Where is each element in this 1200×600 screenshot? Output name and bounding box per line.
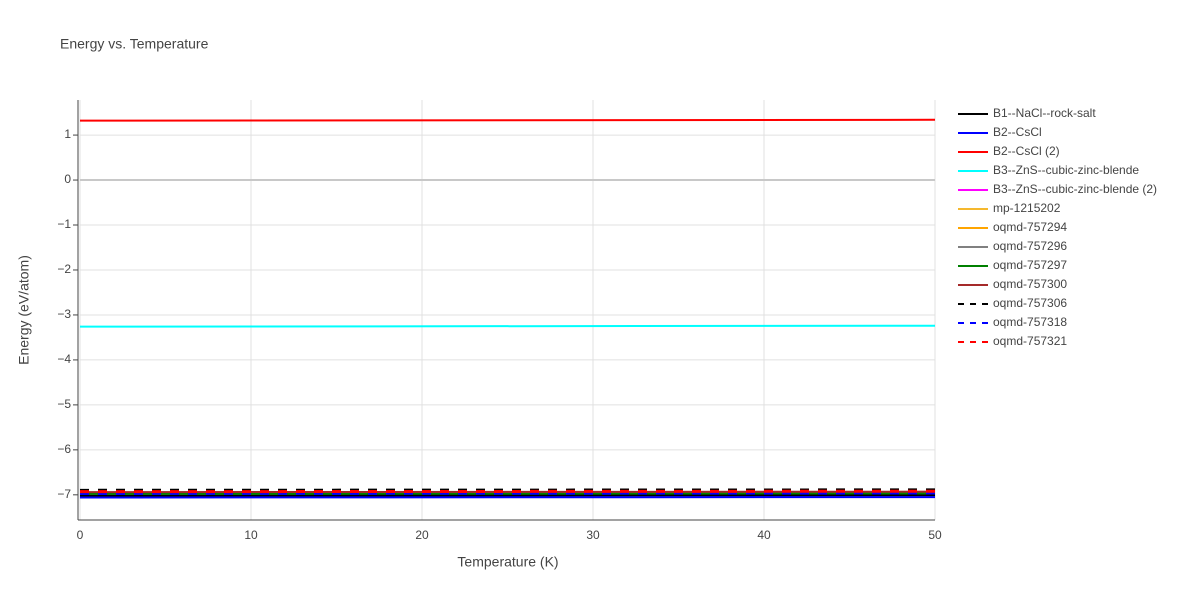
y-axis-title: Energy (eV/atom) (16, 255, 32, 365)
series-line (79, 324, 936, 328)
legend-label: oqmd-757297 (993, 258, 1067, 272)
legend-label: oqmd-757318 (993, 315, 1067, 329)
legend-label: B3--ZnS--cubic-zinc-blende (993, 163, 1139, 177)
x-tick-label: 20 (415, 528, 429, 542)
y-tick-label: −7 (57, 487, 71, 501)
plot-lines (79, 118, 936, 499)
legend-label: oqmd-757300 (993, 277, 1067, 291)
chart-title: Energy vs. Temperature (60, 36, 209, 52)
legend-label: oqmd-757294 (993, 220, 1067, 234)
x-tick-label: 10 (244, 528, 258, 542)
legend-label: mp-1215202 (993, 201, 1061, 215)
legend: B1--NaCl--rock-salt B2--CsCl B2--CsCl (2) B… (958, 106, 1157, 348)
legend-label: B3--ZnS--cubic-zinc-blende (2) (993, 182, 1157, 196)
legend-label: oqmd-757321 (993, 334, 1067, 348)
y-tick-label: −3 (57, 307, 71, 321)
y-tick-label: 1 (64, 127, 71, 141)
series-line (79, 118, 936, 122)
legend-label: B2--CsCl (2) (993, 144, 1060, 158)
y-tick-label: 0 (64, 172, 71, 186)
y-tick-label: −6 (57, 442, 71, 456)
y-tick-label: −2 (57, 262, 71, 276)
grid: 0 10 20 30 40 50 −7 −6 −5 −4 −3 −2 −1 0 1 (57, 100, 942, 542)
x-tick-label: 30 (586, 528, 600, 542)
x-tick-label: 0 (77, 528, 84, 542)
legend-label: oqmd-757296 (993, 239, 1067, 253)
y-tick-label: −5 (57, 397, 71, 411)
y-tick-label: −1 (57, 217, 71, 231)
x-tick-label: 40 (757, 528, 771, 542)
y-tick-label: −4 (57, 352, 71, 366)
legend-label: B2--CsCl (993, 125, 1042, 139)
legend-label: B1--NaCl--rock-salt (993, 106, 1096, 120)
x-tick-label: 50 (928, 528, 942, 542)
x-axis-title: Temperature (K) (457, 554, 558, 570)
legend-label: oqmd-757306 (993, 296, 1067, 310)
